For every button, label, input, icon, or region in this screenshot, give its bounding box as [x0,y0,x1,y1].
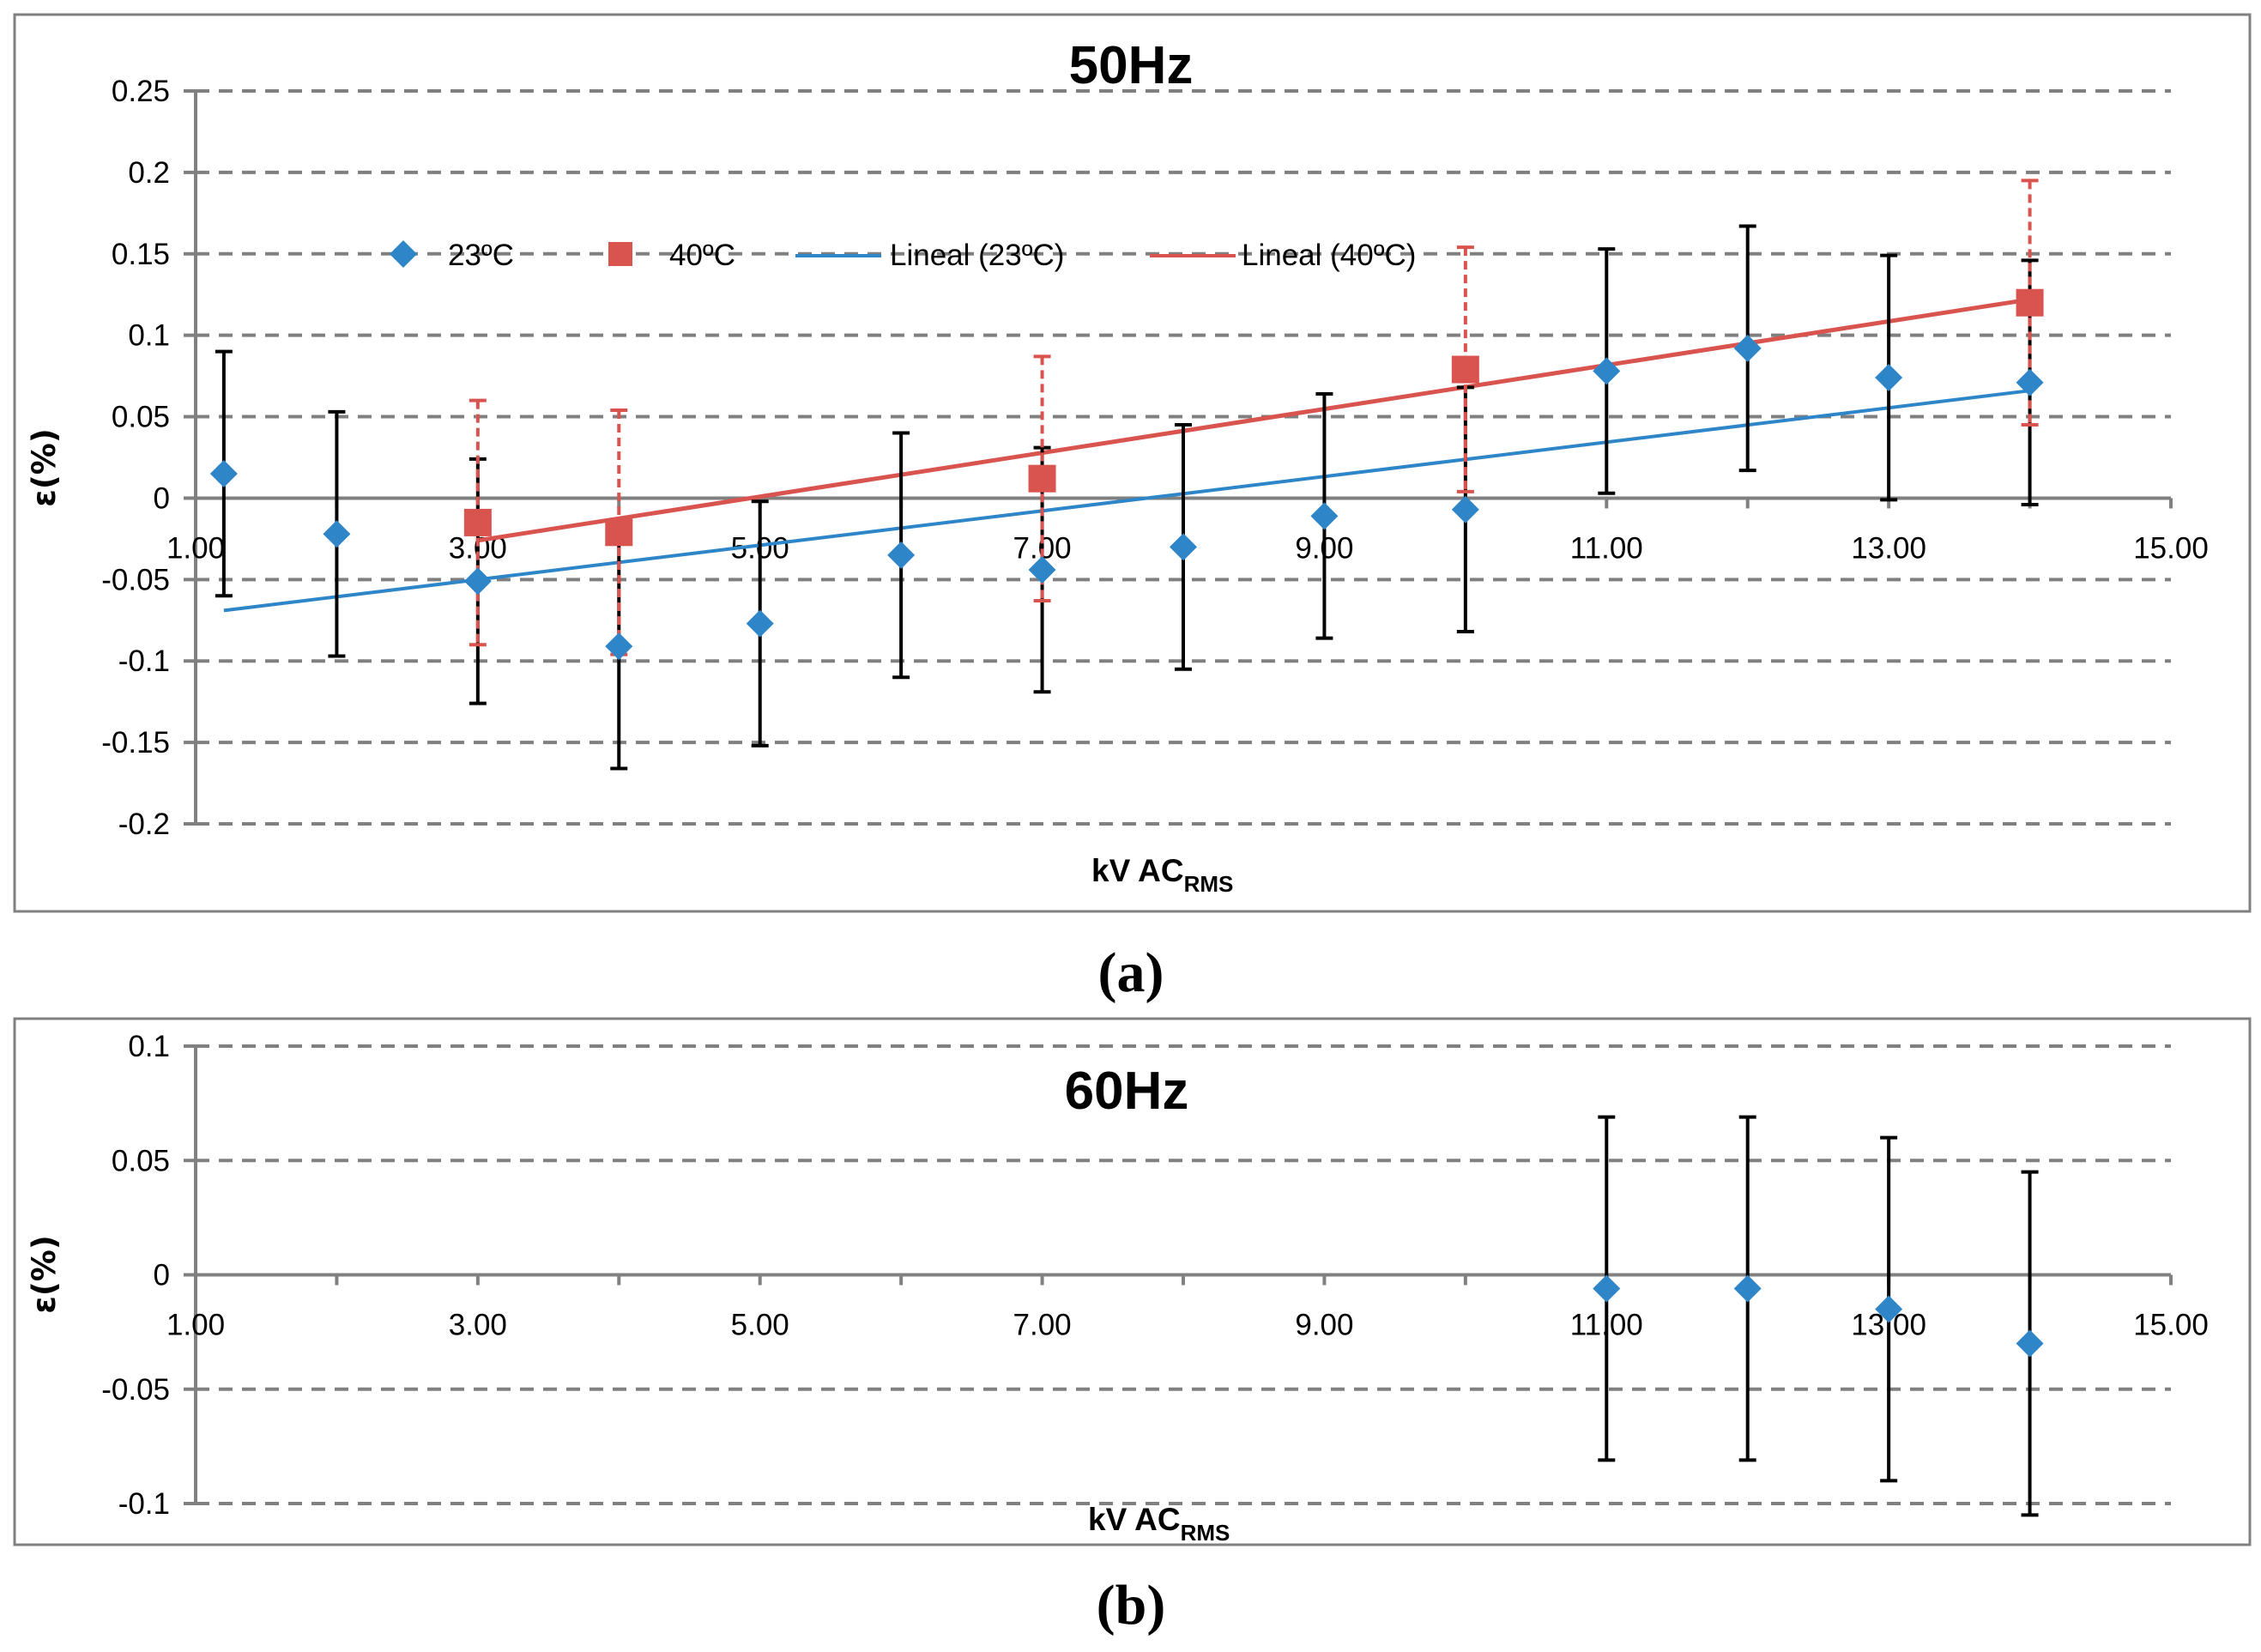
x-tick-label: 5.00 [731,1309,789,1342]
x-axis-label-main: kV AC [1088,1502,1181,1537]
point-23c [463,567,492,596]
y-tick-label: 0.05 [112,401,170,434]
point-40c [1028,464,1056,493]
y-tick-label: -0.05 [101,563,170,596]
error-bar [1033,354,1051,603]
point-23c [1733,334,1762,362]
y-tick-label: -0.1 [118,1487,170,1521]
legend: 23ºC 40ºC Lineal (23ºC) Lineal (40ºC) [390,239,1416,272]
legend-label-lineal-40c: Lineal (40ºC) [1242,239,1416,272]
point-23c [323,520,351,548]
x-axis-label-main: kV AC [1091,853,1184,888]
data-points [1593,1274,2044,1358]
point-23c [1875,364,1903,392]
chart-60hz: 0.10.050-0.05-0.1 1.00 3.00 5.00 7.00 9.00 11… [13,1017,2252,1546]
point-23c [1170,533,1197,561]
y-tick-labels: 0.25 0.2 0.15 0.1 0.05 0 -0.05 -0.1 -0.15 -0.2 [101,75,170,841]
point-23c [746,609,774,638]
legend-label-40c: 40ºC [669,239,735,272]
axes [184,1044,2173,1505]
point-23c [2016,368,2044,396]
gridlines [196,1044,2171,1505]
y-tick-label: 0.15 [112,238,170,271]
chart-frame [13,13,2252,913]
point-23c [1028,555,1056,584]
x-tick-label: 13.00 [1851,531,1926,565]
x-tick-label: 11.00 [1570,531,1643,565]
y-tick-label: 0 [154,481,170,515]
trendlines [223,297,2030,613]
y-axis-label: ε(%) [26,428,63,507]
point-23c [2016,1329,2044,1358]
x-tick-label: 1.00 [166,1309,225,1342]
point-23c [1875,1295,1903,1323]
point-40c [605,518,633,547]
x-tick-label: 1.00 [166,531,225,565]
point-23c [1310,502,1339,530]
error-bar [2021,179,2039,427]
y-tick-label: 0.25 [112,75,170,108]
point-23c [1593,357,1621,385]
chart-frame [13,1017,2252,1546]
legend-label-23c: 23ºC [448,239,514,272]
y-tick-label: 0.1 [128,1030,170,1063]
gridlines [196,89,2171,826]
x-axis-label-sub: RMS [1181,1520,1230,1546]
trendline [223,389,2030,613]
caption-b: (b) [1097,1574,1166,1637]
y-tick-label: -0.1 [118,644,170,678]
error-bar [1456,245,1474,493]
x-tick-label: 7.00 [1013,1309,1072,1342]
y-tick-label: -0.15 [101,726,170,759]
y-tick-label: -0.05 [101,1373,170,1407]
caption-a: (a) [1098,941,1164,1004]
x-tick-label: 9.00 [1295,1309,1353,1342]
point-40c [2016,288,2044,317]
error-bar [469,398,487,647]
y-tick-labels: 0.1 0.05 0 -0.05 -0.1 [101,1030,170,1521]
chart-50hz: 0.25 0.2 0.15 0.1 0.05 0 -0.05 -0.1 -0.15 -0.2 1.… [13,13,2252,913]
x-axis-label: kV ACRMS [1091,853,1233,897]
x-axis-label: kV ACRMS [1088,1502,1230,1546]
trendline [477,297,2030,543]
x-tick-label: 15.00 [2133,531,2209,565]
point-40c [1451,355,1479,384]
x-tick-label: 15.00 [2133,1309,2209,1342]
legend-marker-23c [390,240,417,268]
y-tick-label: 0.05 [112,1144,170,1177]
chart-title: 60Hz [1065,1062,1189,1121]
point-23c [605,632,633,661]
point-23c [887,541,916,569]
point-23c [1593,1274,1621,1303]
legend-marker-40c [608,242,632,266]
point-23c [1451,495,1479,523]
point-23c [209,459,238,487]
y-tick-label: 0.2 [128,156,170,190]
data-points [209,288,2044,661]
legend-label-lineal-23c: Lineal (23ºC) [890,239,1064,272]
point-23c [1733,1274,1762,1303]
y-tick-label: -0.2 [118,808,170,841]
x-tick-labels: 1.00 3.00 5.00 7.00 9.00 11.00 13.00 15.00 [166,1309,2209,1342]
x-axis-label-sub: RMS [1184,871,1234,897]
y-tick-label: 0 [154,1259,170,1292]
point-40c [463,508,492,536]
chart-title: 50Hz [1069,36,1194,95]
x-tick-label: 3.00 [449,1309,507,1342]
y-tick-label: 0.1 [128,319,170,353]
y-axis-label: ε(%) [26,1235,63,1314]
